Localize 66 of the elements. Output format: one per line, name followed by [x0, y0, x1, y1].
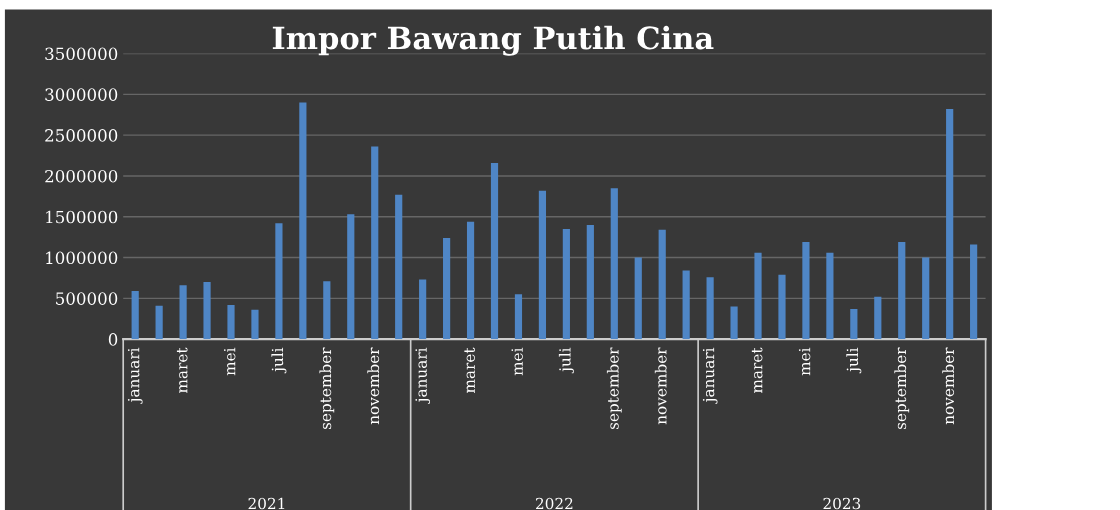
x-tick-label: september	[319, 347, 335, 430]
x-tick-label: mei	[798, 347, 811, 376]
x-tick-label: juli	[846, 347, 862, 374]
bar	[658, 229, 666, 340]
text: 2021	[248, 497, 285, 510]
x-tick-label: november	[367, 347, 380, 425]
bar	[179, 285, 187, 340]
x-tick-label: mei	[511, 347, 523, 376]
x-tick-label: maret	[464, 347, 475, 394]
y-tick-label: 1000000	[46, 251, 118, 265]
x-tick-label: juli	[271, 347, 287, 374]
bar	[299, 102, 307, 340]
bar	[538, 190, 547, 340]
x-tick-label: juli	[558, 347, 574, 374]
bar	[227, 304, 235, 340]
bar	[610, 188, 618, 340]
bar	[155, 305, 163, 340]
bar	[874, 296, 882, 340]
x-tick-label: januari	[415, 347, 431, 404]
bar	[490, 162, 499, 340]
bar	[898, 242, 906, 340]
bar	[682, 270, 690, 340]
bar	[275, 223, 283, 340]
bar	[706, 277, 714, 340]
text: 2022	[536, 497, 573, 510]
bar	[778, 274, 786, 340]
x-tick-label: januari	[127, 347, 143, 404]
bar	[514, 294, 523, 340]
bar	[946, 109, 954, 340]
bar	[730, 306, 738, 340]
text: 2023	[823, 497, 861, 510]
y-tick-label: 3500000	[45, 47, 118, 61]
bar	[802, 242, 810, 340]
y-tick-label: 2000000	[45, 169, 118, 183]
bar	[323, 281, 331, 340]
y-tick-label: 0	[108, 333, 118, 346]
x-tick-label: mei	[223, 347, 236, 376]
bar	[970, 244, 978, 340]
bar	[634, 257, 642, 340]
bar	[131, 291, 139, 340]
bar	[826, 252, 834, 340]
bar	[562, 228, 570, 340]
y-tick-label: 3000000	[45, 88, 118, 101]
bar	[754, 252, 762, 340]
bar	[395, 194, 403, 340]
x-tick-label: september	[894, 347, 910, 430]
bar	[466, 221, 475, 340]
bar	[251, 309, 259, 340]
y-tick-label: 2500000	[45, 129, 118, 142]
y-tick-label: 500000	[56, 292, 118, 305]
x-tick-label: november	[942, 347, 955, 425]
x-tick-label: september	[606, 347, 622, 430]
bar	[203, 282, 211, 340]
bar	[347, 214, 355, 340]
x-tick-label: maret	[176, 347, 188, 394]
x-tick-label: maret	[751, 347, 763, 394]
bar	[850, 308, 858, 340]
bar	[419, 279, 427, 340]
y-tick-label: 1500000	[46, 210, 118, 224]
x-tick-label: januari	[702, 347, 718, 404]
x-tick-label: november	[654, 347, 667, 425]
bar	[922, 257, 930, 340]
bar	[586, 224, 594, 340]
bar	[443, 237, 451, 340]
chart-title: Impor Bawang Putih Cina	[272, 25, 714, 56]
bar	[371, 146, 379, 340]
